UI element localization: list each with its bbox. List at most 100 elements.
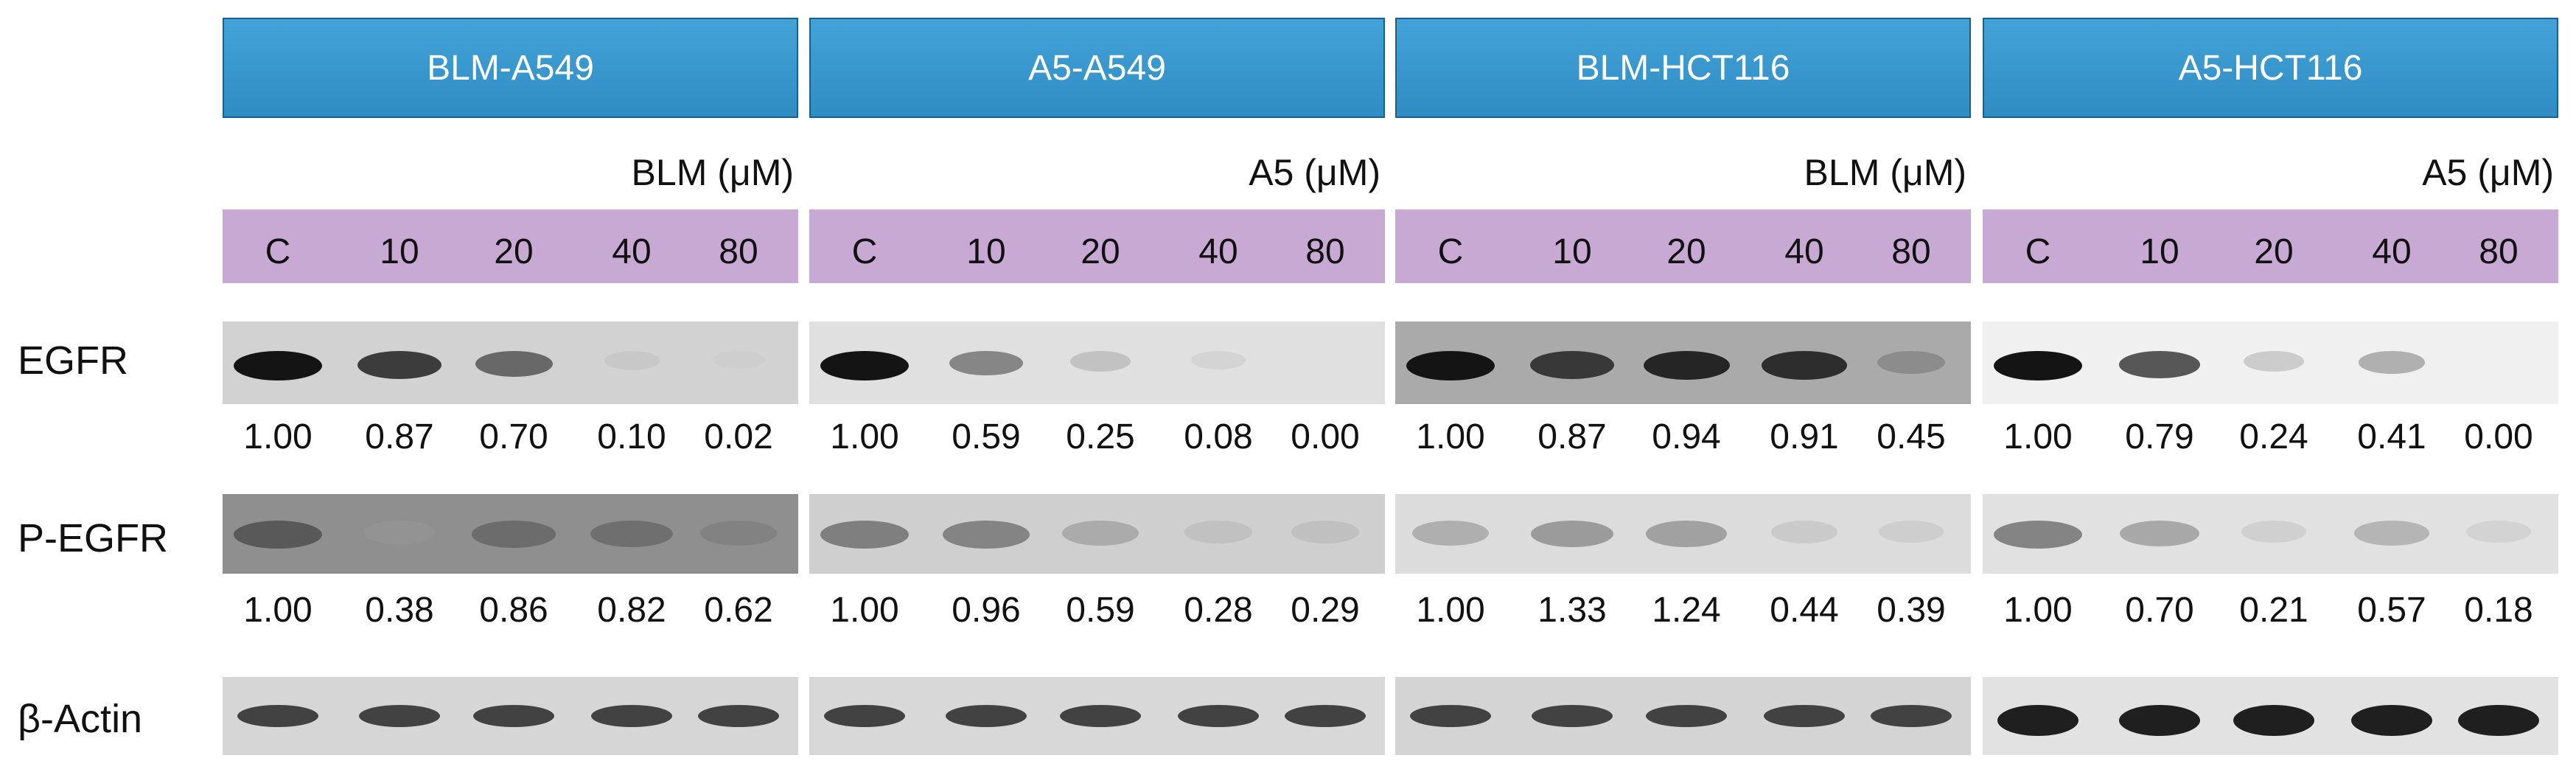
actin-band [2233,705,2314,736]
egfr-value: 0.10 [597,417,666,456]
panel-header: A5-HCT116 [1983,18,2558,118]
pegfr-value: 0.21 [2239,591,2308,630]
egfr-value: 0.24 [2239,417,2308,456]
dose-label: 80 [2479,232,2519,271]
egfr-band [949,351,1023,376]
pegfr-band [1879,521,1944,543]
pegfr-band [234,521,322,549]
egfr-band [1643,351,1730,380]
dose-label: 10 [2140,232,2179,271]
egfr-band [1406,351,1495,380]
egfr-band [1191,351,1246,370]
pegfr-blot [223,494,798,574]
actin-blot [223,677,798,755]
actin-band [1178,705,1259,727]
actin-band [473,705,554,727]
dose-label: 80 [1305,232,1345,271]
egfr-value: 0.41 [2357,417,2426,456]
pegfr-value: 0.59 [1066,591,1135,630]
dose-label: 40 [612,232,652,271]
actin-band [1764,705,1845,727]
blot-panel: A5-HCT116 A5 (μM) C 10 20 40 80 1.00 0.79 0.24 0.4… [1983,0,2561,775]
blot-panel: BLM-HCT116 BLM (μM) C 10 20 40 80 1.00 0.87 0.94 0… [1395,0,1974,775]
dose-bar: C 10 20 40 80 [1395,209,1971,283]
dose-label: 10 [1552,232,1592,271]
actin-band [1532,705,1613,727]
pegfr-value: 1.24 [1652,591,1721,630]
egfr-value: 0.70 [479,417,548,456]
egfr-value: 0.45 [1877,417,1946,456]
actin-band [698,705,779,727]
pegfr-band [1412,521,1489,546]
dose-label: 80 [1891,232,1931,271]
dose-label: 20 [494,232,534,271]
pegfr-value: 0.82 [597,591,666,630]
dose-bar: C 10 20 40 80 [223,209,798,283]
dose-label: C [851,232,878,271]
pegfr-blot [809,494,1385,574]
actin-band [359,705,440,727]
pegfr-band [1184,521,1252,543]
dose-label: C [1437,232,1464,271]
egfr-band [1762,351,1847,380]
dose-label: 20 [1081,232,1120,271]
actin-band [2458,705,2539,736]
blot-panel: BLM-A549 BLM (μM) C 10 20 40 80 1.00 0.87 0.70 0.1… [223,0,801,775]
actin-band [1060,705,1141,727]
dose-label: 40 [2372,232,2412,271]
dose-label: C [265,232,291,271]
egfr-value: 1.00 [2003,417,2073,456]
row-label-pegfr: P-EGFR [18,516,169,560]
panel-header: BLM-HCT116 [1395,18,1971,118]
pegfr-value: 1.00 [830,591,899,630]
actin-band [1871,705,1952,727]
egfr-blot [1983,322,2558,404]
pegfr-blot [1395,494,1971,574]
pegfr-value: 0.28 [1184,591,1253,630]
blot-panel: A5-A549 A5 (μM) C 10 20 40 80 1.00 0.59 0.25 0.08 0… [809,0,1388,775]
egfr-band [357,351,441,379]
dose-label: 10 [966,232,1006,271]
egfr-band [2119,351,2200,378]
egfr-band [475,351,553,378]
egfr-band [604,351,660,370]
egfr-value: 0.59 [952,417,1021,456]
actin-blot [809,677,1385,755]
egfr-value: 0.08 [1184,417,1253,456]
panel-header: BLM-A549 [223,18,798,118]
egfr-band [1877,351,1946,375]
egfr-value: 0.91 [1770,417,1839,456]
actin-blot [1983,677,2558,755]
pegfr-band [590,521,674,548]
egfr-value: 0.87 [1537,417,1607,456]
pegfr-value: 0.70 [2125,591,2194,630]
egfr-value: 0.00 [1291,417,1360,456]
egfr-value: 1.00 [830,417,899,456]
egfr-value: 0.25 [1066,417,1135,456]
pegfr-band [1291,521,1359,543]
dose-label: 20 [2254,232,2294,271]
pegfr-band [942,521,1030,549]
egfr-value: 0.00 [2464,417,2533,456]
pegfr-band [1994,521,2082,549]
pegfr-blot [1983,494,2558,574]
actin-band [1285,705,1366,727]
dose-label: 40 [1198,232,1238,271]
egfr-band [712,351,765,369]
egfr-band [1069,351,1131,372]
pegfr-band [1646,521,1727,547]
actin-band [2351,705,2432,736]
dose-label: C [2025,232,2051,271]
dose-unit-label: A5 (μM) [2422,152,2554,193]
egfr-blot [1395,322,1971,404]
egfr-value: 1.00 [243,417,313,456]
actin-band [237,705,318,727]
dose-bar: C 10 20 40 80 [1983,209,2558,283]
actin-band [1646,705,1727,727]
pegfr-band [471,521,556,548]
pegfr-value: 0.57 [2357,591,2426,630]
pegfr-band [1771,521,1837,543]
egfr-value: 0.79 [2125,417,2194,456]
pegfr-value: 0.39 [1877,591,1946,630]
pegfr-value: 1.00 [2003,591,2073,630]
